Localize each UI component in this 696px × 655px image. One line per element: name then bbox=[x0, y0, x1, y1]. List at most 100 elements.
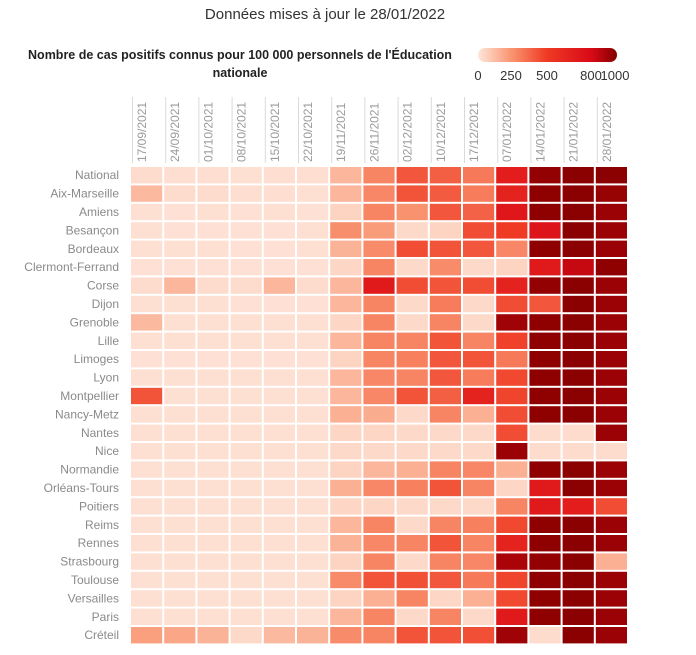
heatmap-cell bbox=[363, 240, 395, 257]
heatmap-cell bbox=[164, 167, 196, 184]
heatmap-cell bbox=[396, 351, 428, 368]
heatmap-row bbox=[131, 277, 627, 294]
heatmap-cell bbox=[429, 498, 461, 515]
legend-tick-label: 800 bbox=[580, 68, 602, 83]
heatmap-cell bbox=[330, 387, 362, 405]
heatmap-cell bbox=[463, 406, 495, 423]
heatmap-cell bbox=[595, 571, 627, 589]
column-label: 01/10/2021 bbox=[201, 102, 215, 162]
heatmap-cell bbox=[297, 553, 329, 570]
heatmap-cell bbox=[297, 627, 329, 644]
row-label: Nancy-Metz bbox=[55, 407, 119, 421]
heatmap-row bbox=[131, 424, 627, 441]
heatmap-cell bbox=[230, 277, 262, 294]
heatmap-cell bbox=[230, 535, 262, 552]
row-label: Besançon bbox=[66, 223, 119, 237]
heatmap-cell bbox=[595, 351, 627, 368]
heatmap-cell bbox=[330, 590, 362, 607]
heatmap-cell bbox=[429, 461, 461, 478]
heatmap-cell bbox=[164, 332, 196, 349]
heatmap-cell bbox=[164, 240, 196, 257]
heatmap-cell bbox=[396, 590, 428, 607]
heatmap-cell bbox=[429, 608, 461, 625]
heatmap-row bbox=[131, 590, 627, 607]
heatmap-cell bbox=[496, 185, 528, 202]
heatmap-cell bbox=[562, 167, 594, 184]
legend-tick-label: 0 bbox=[474, 68, 481, 83]
heatmap-cell bbox=[230, 571, 262, 589]
heatmap-cell bbox=[164, 259, 196, 276]
heatmap-cell bbox=[463, 498, 495, 515]
heatmap-cell bbox=[529, 185, 561, 202]
heatmap-cell bbox=[429, 387, 461, 405]
heatmap-cell bbox=[496, 406, 528, 423]
heatmap-cell bbox=[230, 461, 262, 478]
heatmap-cell bbox=[164, 443, 196, 460]
heatmap-cell bbox=[131, 277, 163, 294]
chart-title: Données mises à jour le 28/01/2022 bbox=[204, 6, 446, 23]
heatmap-cell bbox=[164, 571, 196, 589]
heatmap-cell bbox=[463, 443, 495, 460]
heatmap-cell bbox=[562, 590, 594, 607]
heatmap-cell bbox=[197, 185, 229, 202]
heatmap-cell bbox=[595, 406, 627, 423]
heatmap-cell bbox=[197, 387, 229, 405]
heatmap-cell bbox=[263, 535, 295, 552]
heatmap-cell bbox=[263, 259, 295, 276]
heatmap-cell bbox=[562, 203, 594, 221]
heatmap-cell bbox=[429, 479, 461, 497]
heatmap-cell bbox=[197, 332, 229, 349]
heatmap-row bbox=[131, 185, 627, 202]
heatmap-cell bbox=[429, 185, 461, 202]
heatmap-cell bbox=[396, 608, 428, 625]
heatmap-cell bbox=[463, 535, 495, 552]
heatmap-cell bbox=[529, 553, 561, 570]
heatmap-cell bbox=[529, 222, 561, 239]
row-label: National bbox=[75, 168, 119, 182]
heatmap-cell bbox=[496, 516, 528, 533]
heatmap-cell bbox=[595, 167, 627, 184]
heatmap-cell bbox=[595, 424, 627, 441]
heatmap-cell bbox=[263, 167, 295, 184]
heatmap-cell bbox=[463, 627, 495, 644]
heatmap-cell bbox=[131, 222, 163, 239]
heatmap-cell bbox=[164, 608, 196, 625]
heatmap-cell bbox=[164, 424, 196, 441]
heatmap-cell bbox=[363, 553, 395, 570]
heatmap-cell bbox=[429, 627, 461, 644]
heatmap-cell bbox=[164, 553, 196, 570]
heatmap-cell bbox=[197, 295, 229, 313]
heatmap-cell bbox=[297, 295, 329, 313]
heatmap-cell bbox=[263, 185, 295, 202]
heatmap-cell bbox=[131, 351, 163, 368]
heatmap-cell bbox=[496, 240, 528, 257]
heatmap-cell bbox=[496, 314, 528, 331]
heatmap-cell bbox=[230, 240, 262, 257]
heatmap-cell bbox=[429, 295, 461, 313]
heatmap-cell bbox=[595, 203, 627, 221]
heatmap-cell bbox=[297, 167, 329, 184]
heatmap-cell bbox=[396, 498, 428, 515]
column-label: 26/11/2021 bbox=[367, 103, 381, 162]
heatmap-cell bbox=[230, 406, 262, 423]
heatmap-cell bbox=[197, 590, 229, 607]
heatmap-cell bbox=[197, 461, 229, 478]
heatmap-cell bbox=[197, 314, 229, 331]
heatmap-cell bbox=[396, 443, 428, 460]
heatmap-cell bbox=[396, 535, 428, 552]
heatmap-cell bbox=[463, 461, 495, 478]
legend-tick-label: 250 bbox=[500, 68, 522, 83]
heatmap-cell bbox=[529, 332, 561, 349]
row-label: Strasbourg bbox=[60, 555, 119, 569]
heatmap-cell bbox=[496, 259, 528, 276]
heatmap-cell bbox=[363, 314, 395, 331]
heatmap-cell bbox=[562, 535, 594, 552]
heatmap-row bbox=[131, 627, 627, 644]
heatmap-cell bbox=[164, 203, 196, 221]
heatmap-cell bbox=[131, 240, 163, 257]
heatmap-cell bbox=[164, 498, 196, 515]
heatmap-cell bbox=[131, 406, 163, 423]
column-label: 02/12/2021 bbox=[401, 102, 415, 162]
heatmap-cell bbox=[463, 369, 495, 386]
heatmap-row bbox=[131, 369, 627, 386]
